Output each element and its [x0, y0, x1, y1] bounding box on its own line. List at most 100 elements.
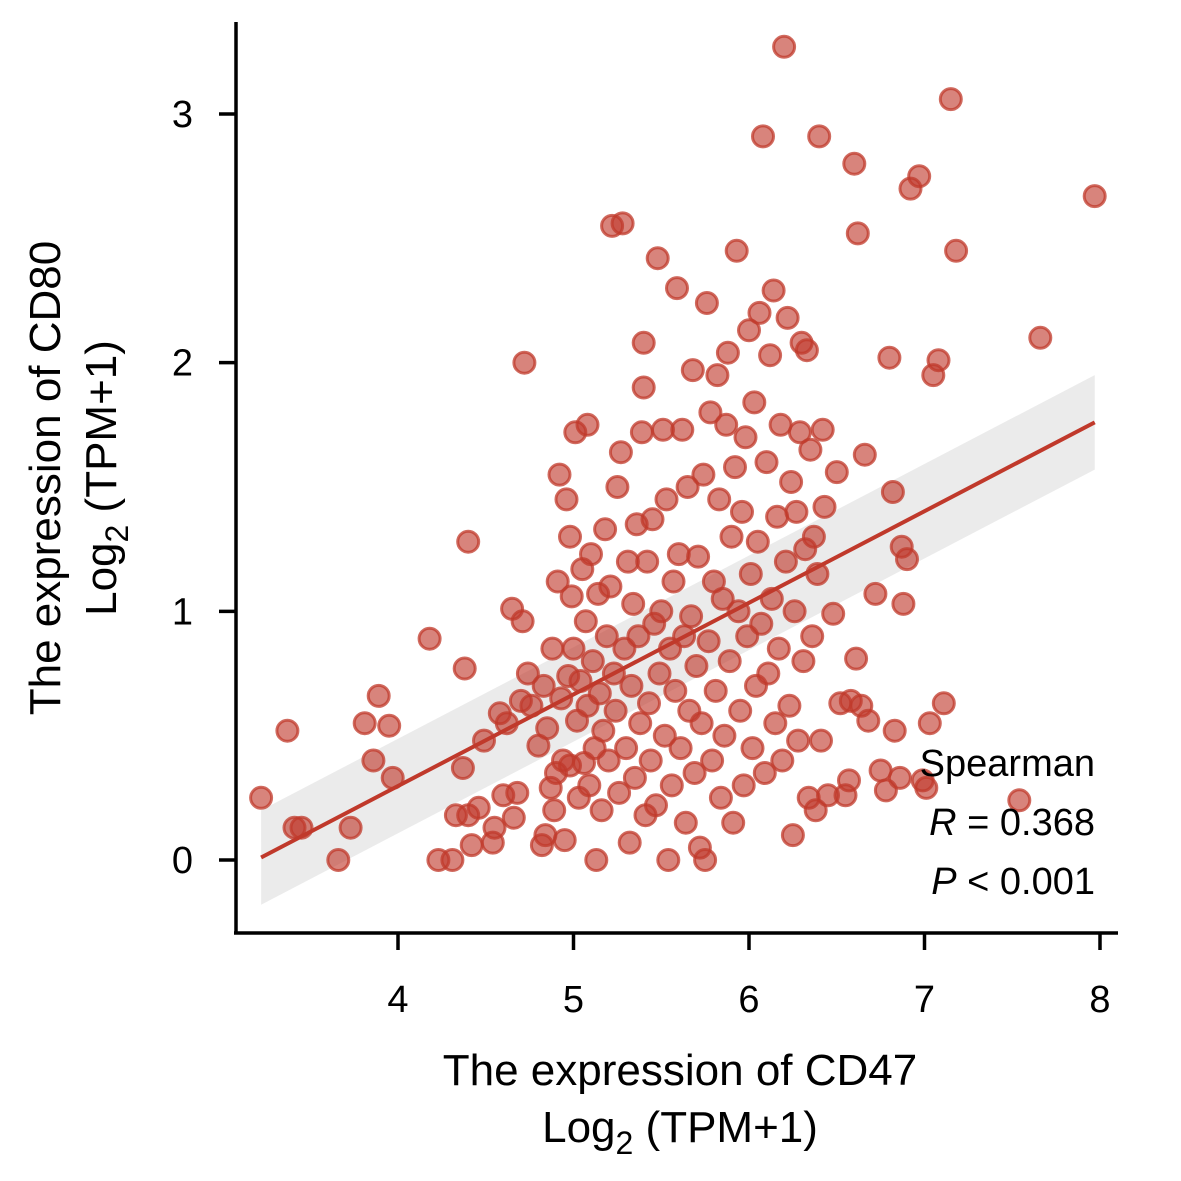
stats-r-label: R = 0.368	[929, 802, 1095, 844]
data-point	[575, 412, 600, 437]
stats-p-symbol: P	[931, 861, 957, 903]
data-point	[577, 773, 602, 798]
data-point	[589, 798, 614, 823]
data-point	[552, 828, 577, 853]
data-point	[621, 591, 646, 616]
data-point	[703, 678, 728, 703]
data-point	[721, 810, 746, 835]
data-point	[637, 691, 661, 716]
data-point	[1082, 184, 1107, 209]
data-point	[810, 417, 835, 442]
data-point	[652, 723, 677, 748]
data-point	[698, 400, 723, 425]
data-point	[717, 649, 742, 674]
data-point	[891, 591, 916, 616]
data-point	[791, 649, 816, 674]
data-point	[554, 487, 579, 512]
data-point	[782, 599, 807, 624]
y-axis-log-subscript: 2	[99, 525, 135, 543]
data-point	[547, 462, 572, 487]
data-point	[779, 470, 804, 494]
y-axis-title-line1: The expression of CD80	[21, 241, 70, 715]
data-point	[812, 494, 837, 519]
data-point	[501, 805, 526, 830]
data-point	[673, 810, 698, 835]
data-point	[747, 300, 772, 325]
data-point	[784, 499, 809, 524]
x-tick-label: 8	[1089, 979, 1110, 1021]
data-point	[907, 164, 932, 189]
data-point	[605, 475, 630, 499]
data-point	[770, 748, 795, 773]
data-point	[670, 417, 695, 442]
data-point	[773, 549, 798, 574]
data-point	[680, 358, 705, 383]
data-point	[708, 785, 733, 810]
data-point	[629, 420, 654, 445]
data-point	[803, 798, 828, 823]
data-point	[661, 569, 686, 594]
data-point	[366, 683, 391, 708]
data-point	[707, 487, 732, 512]
data-point	[596, 748, 621, 773]
data-point	[749, 611, 774, 636]
data-point	[649, 599, 674, 624]
data-point	[694, 291, 719, 315]
x-tick-label: 7	[914, 979, 935, 1021]
stats-method-label: Spearman	[920, 743, 1095, 785]
data-point	[535, 716, 560, 741]
data-point	[856, 708, 881, 733]
data-point	[631, 375, 656, 400]
data-point	[558, 524, 582, 549]
data-point	[540, 636, 565, 661]
data-point	[714, 412, 739, 437]
data-point	[731, 773, 756, 798]
data-point	[668, 736, 693, 761]
data-point	[880, 480, 905, 504]
data-point	[745, 529, 770, 554]
data-point	[777, 693, 802, 718]
data-point	[598, 574, 623, 599]
stats-r-value: = 0.368	[957, 802, 1095, 844]
data-point	[863, 581, 888, 606]
data-point	[787, 420, 812, 445]
data-point	[626, 624, 651, 649]
data-point	[665, 276, 689, 301]
data-point	[512, 350, 537, 375]
data-point	[531, 673, 556, 698]
data-point	[638, 748, 663, 773]
data-point	[510, 609, 535, 634]
data-point	[696, 629, 721, 654]
data-point	[675, 475, 700, 499]
data-point	[617, 830, 642, 855]
data-point	[684, 654, 709, 678]
y-axis-ticks: 0 1 2 3	[172, 94, 236, 882]
data-point	[594, 624, 619, 649]
data-point	[505, 780, 530, 805]
data-point	[614, 736, 639, 761]
x-tick-label: 4	[387, 979, 408, 1021]
data-point	[842, 151, 867, 176]
y-axis-title-line2: Log2 (TPM+1)	[77, 340, 135, 616]
data-point	[775, 305, 800, 330]
data-point	[798, 437, 823, 462]
data-point	[765, 504, 790, 529]
data-point	[656, 848, 681, 872]
data-point	[931, 691, 956, 716]
data-point	[693, 848, 718, 872]
data-point	[603, 698, 628, 723]
data-point	[679, 604, 704, 629]
data-point	[877, 345, 902, 370]
y-tick-label: 3	[172, 94, 193, 136]
data-point	[417, 626, 442, 651]
data-point	[482, 815, 507, 840]
y-tick-label: 1	[172, 591, 193, 633]
data-point	[944, 238, 969, 263]
data-point	[377, 713, 402, 738]
data-point	[938, 87, 963, 112]
data-point	[786, 728, 811, 753]
data-point	[352, 711, 377, 736]
data-point	[584, 848, 609, 872]
data-point	[926, 348, 951, 373]
data-point	[895, 547, 919, 572]
